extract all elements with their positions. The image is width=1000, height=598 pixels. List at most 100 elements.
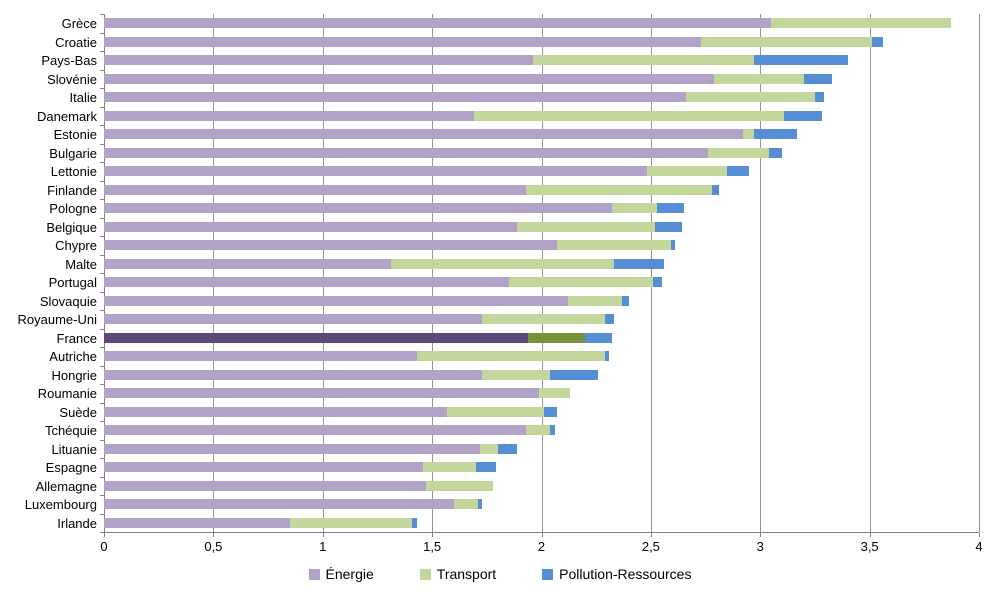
bar-row-roumanie <box>104 384 979 403</box>
category-label: Italie <box>69 90 97 105</box>
stacked-bar <box>104 517 417 528</box>
y-tick-mark <box>100 273 104 274</box>
bar-segment-pollution-ressources <box>871 36 883 47</box>
bar-segment-pollution-ressources <box>769 147 783 158</box>
gridline-x-1 <box>322 14 324 532</box>
x-tick-label: 1 <box>319 539 327 554</box>
y-tick-mark <box>100 310 104 311</box>
y-tick-mark <box>100 143 104 145</box>
x-tick-mark <box>322 533 324 537</box>
legend-marker-icon <box>419 568 431 580</box>
bar-segment--nergie <box>104 277 509 287</box>
y-tick-mark <box>100 106 104 108</box>
category-label: Belgique <box>46 219 97 235</box>
bar-segment--nergie <box>104 295 568 306</box>
stacked-bar <box>104 314 614 324</box>
bar-segment--nergie <box>104 36 702 47</box>
stacked-bar <box>104 73 833 84</box>
bar-segment-pollution-ressources <box>622 295 629 306</box>
bar-row-bulgarie <box>104 144 979 163</box>
bar-segment-pollution-ressources <box>655 221 682 232</box>
y-tick-mark <box>100 32 104 34</box>
bar-segment-pollution-ressources <box>478 499 483 509</box>
x-tick-mark <box>541 533 543 537</box>
category-label: Slovénie <box>47 71 97 87</box>
bar-row-portugal <box>104 273 979 292</box>
bar-row-hongrie <box>104 366 979 385</box>
stacked-bar <box>104 406 557 417</box>
category-label: Allemagne <box>35 478 97 494</box>
bar-segment-pollution-ressources <box>727 166 750 176</box>
x-tick-mark <box>213 533 215 537</box>
gridline-x-3 <box>760 14 762 532</box>
bar-row-slovaquie <box>104 292 979 311</box>
bar-segment-pollution-ressources <box>653 277 662 287</box>
stacked-bar <box>104 92 824 102</box>
bar-segment--nergie <box>104 388 540 398</box>
category-label: Royaume-Uni <box>17 312 97 327</box>
bar-row-italie <box>104 88 979 107</box>
gridline-x-4 <box>979 14 980 532</box>
bar-row-chypre <box>104 236 979 255</box>
bar-segment-transport <box>423 462 476 472</box>
y-tick-mark <box>100 513 104 515</box>
y-tick-mark <box>100 217 104 219</box>
category-label: Malte <box>65 256 97 272</box>
x-tick-label: 4 <box>975 539 983 554</box>
bar-segment--nergie <box>104 203 612 213</box>
x-tick-label: 3 <box>756 539 764 554</box>
y-tick-mark <box>100 532 104 533</box>
stacked-bar <box>104 55 848 65</box>
gridline-x-3,5 <box>869 14 871 532</box>
category-label: Finlande <box>47 182 97 198</box>
x-tick-mark <box>432 533 434 537</box>
y-tick-mark <box>100 199 104 200</box>
y-axis-line <box>104 14 105 536</box>
bar-row-croatie <box>104 33 979 52</box>
x-tick-label: 3,5 <box>860 539 879 554</box>
category-label: Estonie <box>53 127 97 142</box>
y-tick-mark <box>100 291 104 293</box>
category-label: Espagne <box>45 460 97 475</box>
legend-label: Énergie <box>325 566 374 582</box>
x-tick-label: 2 <box>537 539 546 554</box>
y-tick-mark <box>100 14 104 15</box>
legend-label: Transport <box>436 566 497 582</box>
y-tick-mark <box>100 347 104 348</box>
bar-segment-pollution-ressources <box>550 369 599 380</box>
y-tick-mark <box>100 402 104 404</box>
bar-segment-pollution-ressources <box>604 314 614 324</box>
bar-segment-transport <box>532 55 754 65</box>
bar-segment-pollution-ressources <box>753 55 848 65</box>
bar-row-espagne <box>104 458 979 477</box>
bar-row-lituanie <box>104 440 979 459</box>
stacked-bar <box>104 351 610 361</box>
bar-row-autriche <box>104 347 979 366</box>
category-label: Portugal <box>48 275 97 290</box>
x-tick-label: 2,5 <box>641 539 660 554</box>
y-tick-mark <box>100 495 104 496</box>
bar-segment-transport <box>539 388 570 398</box>
legend-item-pollution-ressources: Pollution-Ressources <box>542 566 691 582</box>
category-label: Autriche <box>49 349 97 364</box>
y-tick-mark <box>100 236 104 237</box>
y-tick-mark <box>100 458 104 459</box>
category-label: Hongrie <box>51 367 97 383</box>
y-tick-mark <box>100 51 104 52</box>
bar-row-slov-nie <box>104 70 979 89</box>
bar-segment-transport <box>742 129 754 139</box>
stacked-bar <box>104 480 494 491</box>
bar-segment-pollution-ressources <box>604 351 610 361</box>
bar-segment-pollution-ressources <box>784 110 822 121</box>
gridline-x-1,5 <box>432 14 434 532</box>
y-tick-mark <box>100 421 104 422</box>
x-tick-label: 0,5 <box>204 539 223 554</box>
bar-segment--nergie <box>104 332 529 343</box>
bar-segment-transport <box>701 36 872 47</box>
x-axis-labels: 0 0,5 1 1,5 2 2,5 3 3,5 4 <box>0 539 1000 555</box>
bar-segment--nergie <box>104 55 533 65</box>
y-tick-mark <box>100 125 104 126</box>
stacked-bar <box>104 110 822 121</box>
legend-label: Pollution-Ressources <box>559 566 692 582</box>
